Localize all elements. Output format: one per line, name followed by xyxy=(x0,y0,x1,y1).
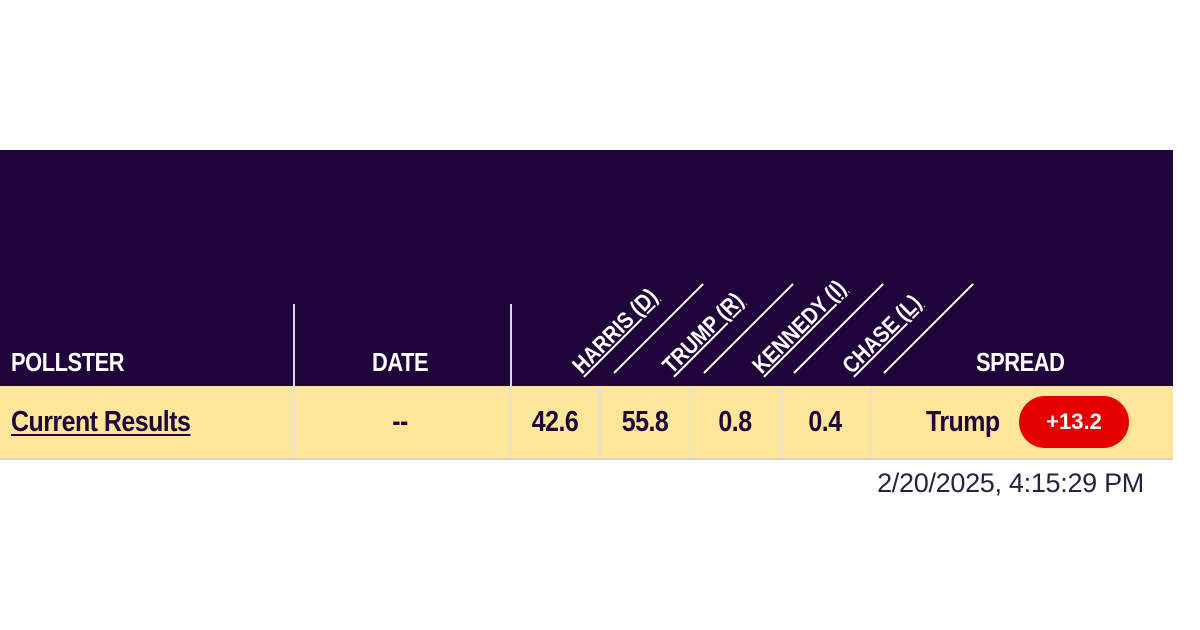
trump-column-header: TRUMP (R) xyxy=(656,287,749,379)
column-divider xyxy=(870,386,872,458)
harris-value: 42.6 xyxy=(531,406,579,438)
column-divider xyxy=(689,386,691,458)
column-divider xyxy=(779,386,781,458)
table-row: Current Results -- 42.6 55.8 0.8 0.4 Tru… xyxy=(0,386,1173,460)
trump-value: 55.8 xyxy=(621,406,669,438)
spread-badge: +13.2 xyxy=(1019,396,1129,448)
column-divider xyxy=(599,386,601,458)
date-cell: -- xyxy=(392,406,408,438)
pollster-column-header: POLLSTER xyxy=(11,347,125,377)
date-column-header: DATE xyxy=(372,347,429,377)
chase-column-header: CHASE (L) xyxy=(836,289,927,379)
spread-leader: Trump xyxy=(926,406,1000,438)
current-results-link[interactable]: Current Results xyxy=(11,406,191,438)
kennedy-value: 0.8 xyxy=(718,406,752,438)
spread-column-header: SPREAD xyxy=(976,347,1065,377)
column-divider xyxy=(293,386,295,458)
kennedy-column-header: KENNEDY (I) xyxy=(746,274,851,379)
harris-column-header: HARRIS (D) xyxy=(566,282,663,379)
table-header: POLLSTER DATE HARRIS (D) TRUMP (R) KENNE… xyxy=(0,150,1173,386)
column-divider xyxy=(293,304,295,386)
column-divider xyxy=(510,386,512,458)
last-updated-timestamp: 2/20/2025, 4:15:29 PM xyxy=(877,468,1144,498)
poll-results-table: POLLSTER DATE HARRIS (D) TRUMP (R) KENNE… xyxy=(0,150,1173,460)
chase-value: 0.4 xyxy=(808,406,842,438)
column-divider xyxy=(510,304,512,386)
